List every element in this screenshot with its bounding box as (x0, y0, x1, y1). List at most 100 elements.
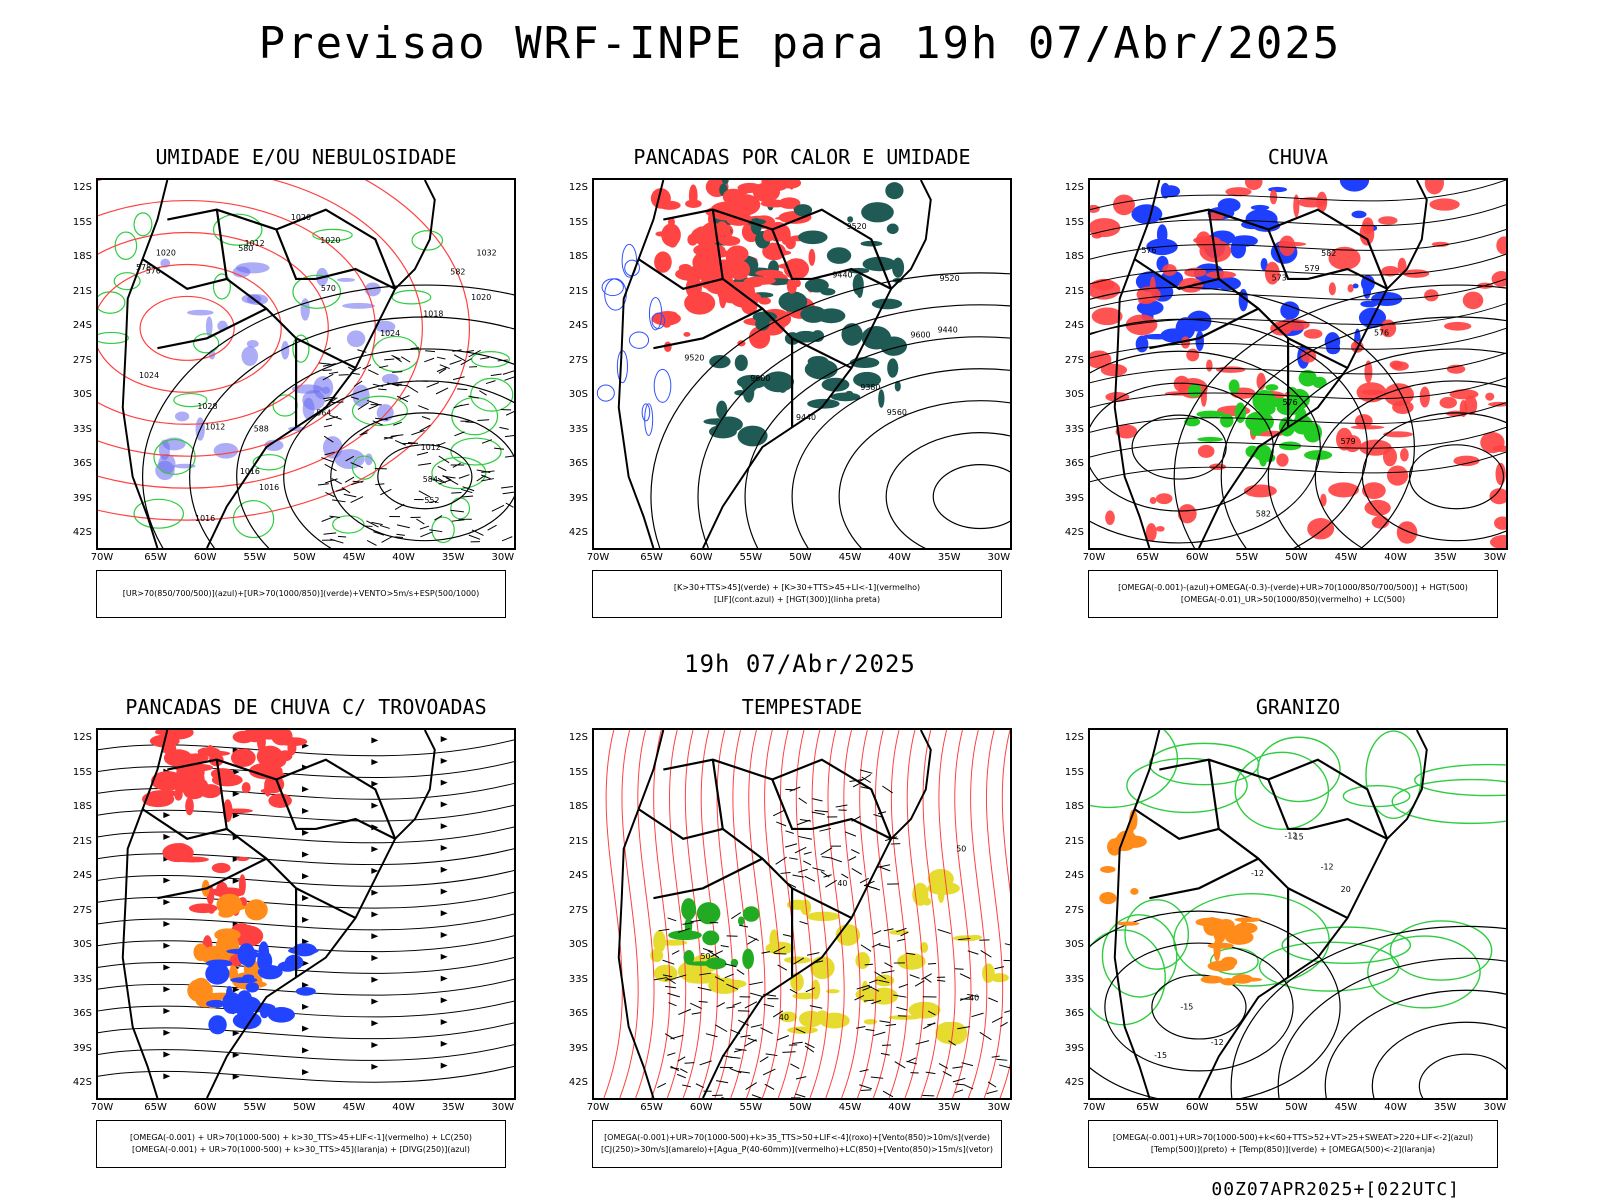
wind-vector (420, 531, 433, 538)
omega-red-area (1177, 504, 1197, 524)
jet-yellow-area (819, 1012, 850, 1029)
humidity-green-area (364, 216, 373, 220)
pressure-black-contour (236, 348, 514, 548)
omega-blue-area (1230, 239, 1246, 259)
humidity-green-contour (411, 230, 444, 251)
wind-vector (460, 358, 472, 366)
wind-vector (322, 369, 332, 372)
omega-green-area (1304, 450, 1333, 461)
wind-vector (366, 539, 377, 546)
lc850-red-contour (777, 730, 798, 1098)
contour-label: 582 (1321, 249, 1336, 258)
omega-red-area (1149, 496, 1157, 505)
divergence-blue-area (246, 1002, 276, 1013)
contour-label: 20 (1341, 885, 1351, 894)
streamline (1090, 303, 1506, 334)
wind850-vector (882, 785, 893, 794)
wind850-vector (705, 1033, 718, 1038)
contour-label: 1020 (291, 213, 311, 222)
thickness-red-contour (98, 180, 470, 521)
wind850-vector (792, 874, 804, 878)
humidity-blue-area (381, 373, 399, 385)
omega-green-area (1228, 379, 1240, 394)
lat-tick-label: 21S (568, 285, 588, 297)
wind-vector (406, 385, 419, 393)
wind-vector (436, 366, 448, 373)
wind850-vector (804, 1042, 815, 1049)
jet-yellow-area (825, 989, 840, 994)
streamline-arrow (163, 964, 171, 971)
lc850-red-contour (904, 730, 924, 1098)
hgt300-contour (932, 464, 1010, 530)
streamline-arrow (440, 1040, 448, 1047)
lon-tick-label: 60W (193, 552, 217, 563)
omega-red-area (1173, 375, 1190, 392)
wind850-vector (860, 1089, 872, 1091)
wind-vector (458, 474, 470, 479)
humidity-blue-area (374, 320, 396, 333)
lon-tick-label: 65W (1136, 1102, 1159, 1113)
omega-red-area (1316, 191, 1328, 213)
contour-label: 576 (1141, 246, 1156, 255)
legend-line: [Temp(500)](preto) + [Temp(850)](verde) … (1150, 1145, 1436, 1154)
wind850-vector (959, 995, 972, 1001)
streamline (98, 782, 514, 800)
map-canvas (98, 730, 514, 1098)
wind-vector (323, 424, 333, 428)
humidity-green-contour (212, 273, 231, 300)
lat-tick-label: 18S (568, 251, 588, 262)
contour-label: 1016 (259, 483, 279, 492)
streamline-arrow (163, 1073, 171, 1080)
k-index-green-area (734, 354, 748, 372)
lat-axis: 12S 15S 18S 21S 24S 27S 30S 33S 36S 39S 42S (64, 728, 94, 1100)
temp500-black-contour (1418, 1053, 1506, 1098)
omega-red-area (1364, 499, 1391, 517)
temp850-green-contour (1258, 941, 1400, 992)
lc850-red-contour (746, 730, 766, 1098)
humidity-green-contour (113, 272, 141, 291)
temp850-green-contour (1126, 757, 1248, 814)
streamline-arrow (302, 1025, 309, 1032)
omega-red-area (1429, 198, 1460, 211)
wind850-vector (942, 1070, 952, 1077)
wind850-vector (744, 1039, 757, 1047)
lon-tick-label: 40W (392, 552, 415, 563)
wind850-vector (1000, 1021, 1008, 1027)
wind-vector (479, 390, 487, 396)
wind-vector (428, 500, 438, 503)
humidity-green-contour (98, 291, 126, 314)
wind-vector (481, 478, 494, 482)
wind850-vector (665, 976, 676, 985)
wind-vector (416, 451, 429, 456)
k-index-red-area (755, 269, 784, 277)
forecast-map: 40 50 40 50 40 (592, 728, 1012, 1100)
lon-tick-label: 35W (1433, 1102, 1457, 1113)
wind850-vector (860, 774, 872, 782)
streamline-arrow (163, 899, 171, 906)
wind850-vector (871, 942, 881, 948)
omega-green-area (1298, 369, 1317, 387)
lon-tick-label: 30W (491, 1102, 515, 1113)
wind850-vector (749, 981, 763, 986)
wind-vector (424, 357, 435, 363)
wind850-vector (873, 930, 882, 935)
divergence-blue-area (267, 1006, 295, 1023)
wind850-vector (869, 979, 879, 984)
wind-vector (453, 404, 462, 409)
streamline (98, 869, 514, 887)
legend-line: [OMEGA(-0.001) + UR>70(1000-500) + k>30_… (129, 1133, 473, 1142)
wind850-vector (881, 970, 895, 974)
lon-tick-label: 50W (293, 552, 316, 563)
wind850-vector (806, 952, 820, 956)
humidity-green-contour (292, 334, 310, 363)
streamline-arrow (440, 975, 448, 982)
wind850-vector (830, 857, 842, 863)
omega-blue-area (1371, 291, 1403, 307)
omega-red-area (1193, 236, 1221, 245)
wind850-vector (726, 983, 739, 990)
lon-tick-label: 40W (392, 1102, 415, 1113)
streamline-arrow (371, 889, 379, 896)
wind850-vector (751, 1094, 763, 1098)
jet-yellow-area (779, 1011, 798, 1023)
lon-tick-label: 60W (193, 1102, 217, 1113)
